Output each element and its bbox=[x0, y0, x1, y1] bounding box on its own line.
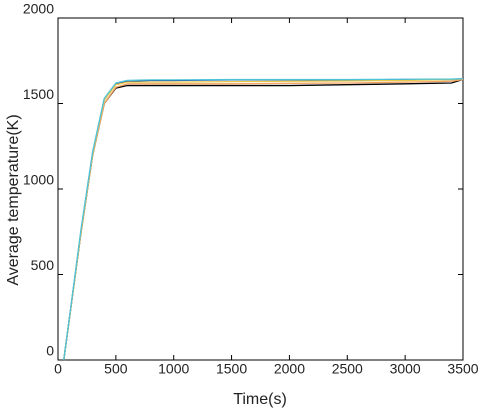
line-series bbox=[63, 78, 464, 361]
x-tick-label: 1000 bbox=[158, 361, 189, 377]
x-tick-label: 2000 bbox=[274, 361, 305, 377]
line-series bbox=[63, 78, 464, 361]
y-tick-label: 1500 bbox=[23, 86, 54, 102]
y-tick-label: 500 bbox=[31, 257, 55, 273]
x-tick-label: 3500 bbox=[447, 361, 478, 377]
y-tick-label: 2000 bbox=[23, 1, 54, 17]
x-tick-label: 3000 bbox=[390, 361, 421, 377]
line-series bbox=[63, 78, 464, 361]
x-tick-label: 500 bbox=[104, 361, 128, 377]
line-series bbox=[63, 78, 464, 361]
x-tick-label: 1500 bbox=[216, 361, 247, 377]
y-tick-label: 1000 bbox=[23, 172, 54, 188]
x-axis-label: Time(s) bbox=[233, 391, 287, 408]
y-axis-label: Average temperature(K) bbox=[5, 114, 22, 285]
y-tick-label: 0 bbox=[46, 343, 54, 359]
x-tick-label: 0 bbox=[54, 361, 62, 377]
x-tick-label: 2500 bbox=[332, 361, 363, 377]
line-series bbox=[63, 78, 464, 361]
plot-frame bbox=[57, 17, 464, 361]
